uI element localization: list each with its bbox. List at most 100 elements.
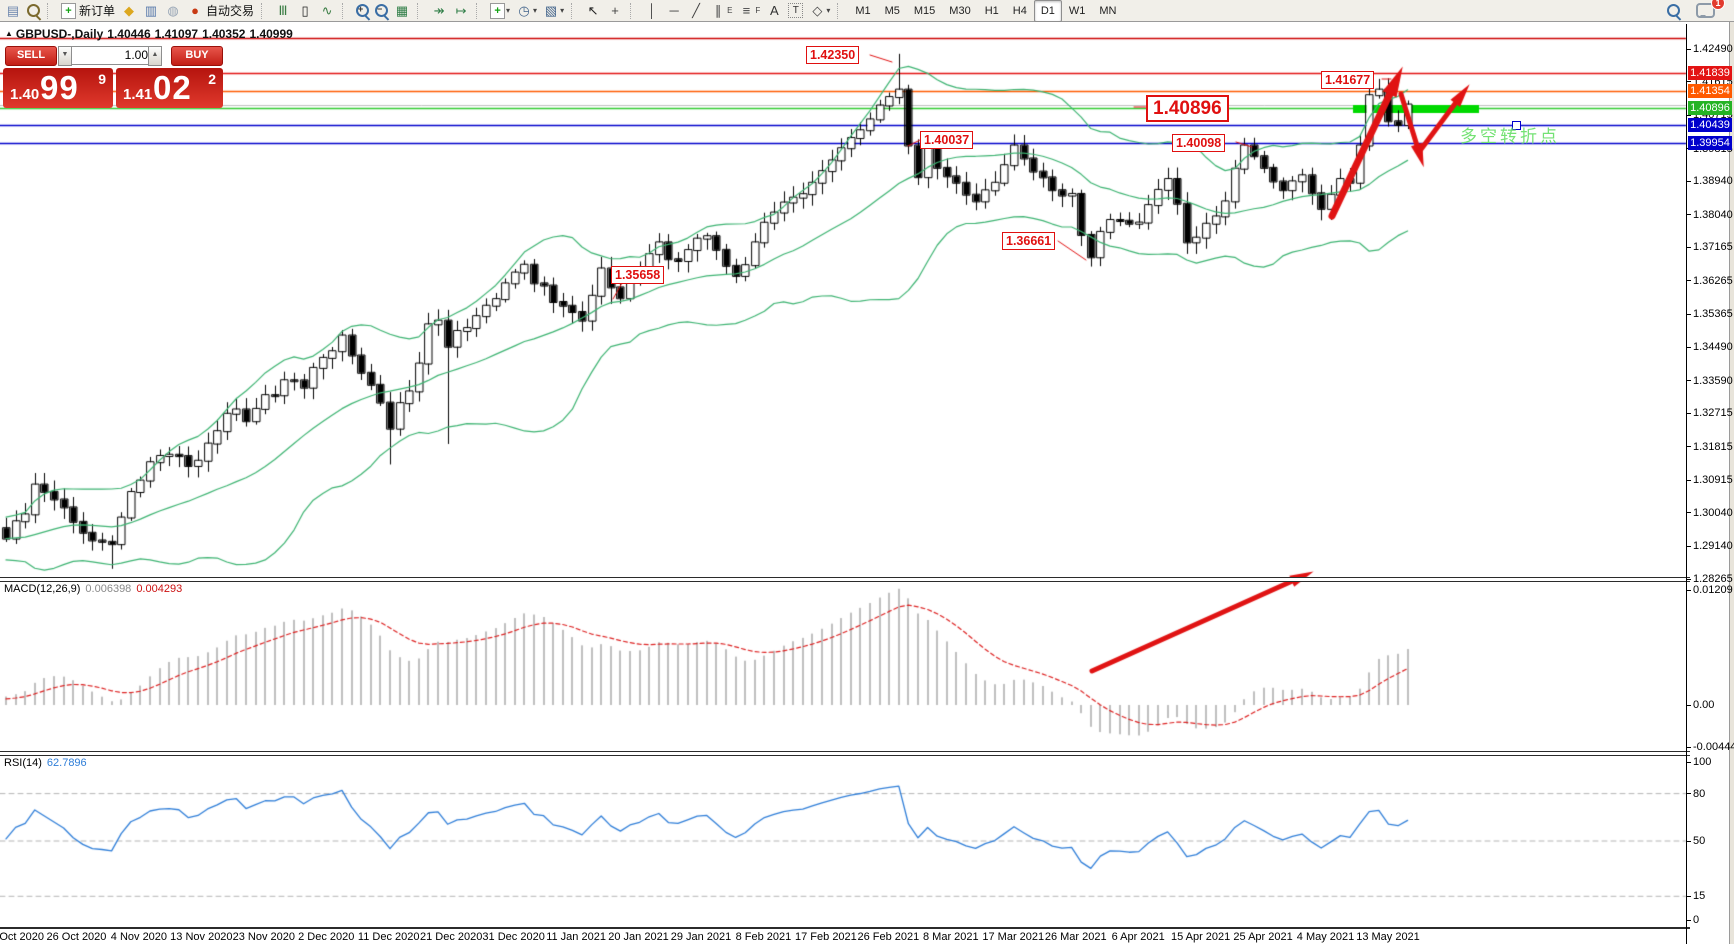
price-label-annotation[interactable]: 1.41677 — [1321, 71, 1375, 89]
chart-shift-icon: ↦ — [455, 2, 467, 18]
templates-button[interactable]: ▧ ▾ — [540, 1, 567, 21]
market-watch-button[interactable]: ▥ — [140, 1, 162, 21]
price-label-annotation[interactable]: 1.40896 — [1146, 95, 1229, 122]
pane-separator-macd[interactable] — [0, 577, 1690, 582]
turning-point-annotation[interactable]: 多空转折点 — [1460, 127, 1560, 146]
bar-chart-button[interactable]: Ⅲ — [272, 1, 294, 21]
auto-scroll-icon: ↠ — [433, 2, 445, 18]
ohlc-low: 1.40352 — [202, 27, 246, 41]
autotrading-label: 自动交易 — [206, 4, 255, 18]
autotrading-button[interactable]: ● 自动交易 — [184, 1, 257, 21]
price-tick-label: 1.42490 — [1693, 43, 1733, 55]
fibonacci-button[interactable]: ≡ F — [735, 1, 763, 21]
chart-shift-button[interactable]: ↦ — [450, 1, 472, 21]
volume-field[interactable]: 1.00 — [71, 46, 153, 65]
line-chart-button[interactable]: ∿ — [316, 1, 338, 21]
timeframe-H1[interactable]: H1 — [984, 4, 999, 17]
vertical-line-button[interactable]: │ — [641, 1, 663, 21]
volume-up-button[interactable]: ▲ — [148, 46, 162, 66]
text-label-button[interactable]: T — [785, 1, 806, 21]
macd-tick-mark — [1686, 704, 1691, 706]
date-tick-label: 21 Dec 2020 — [419, 931, 483, 943]
new-order-icon: + — [61, 2, 76, 19]
rsi-tick-mark — [1686, 793, 1691, 795]
rsi-tick-label: 80 — [1693, 787, 1706, 800]
pane-separator-rsi[interactable] — [0, 751, 1690, 756]
timeframe-M15[interactable]: M15 — [913, 4, 936, 17]
sell-button[interactable]: SELL — [5, 46, 57, 66]
price-axis-line — [1686, 24, 1687, 944]
search-icon — [1667, 4, 1680, 17]
fibonacci-icon: ≡ — [742, 2, 751, 18]
zoom-out-button[interactable]: − — [372, 1, 391, 21]
price-tick-label: 1.28265 — [1693, 573, 1733, 586]
templates-dropdown-icon[interactable]: ▾ — [560, 6, 565, 15]
alerts-button[interactable]: ◆ — [118, 1, 140, 21]
candlestick-chart-button[interactable]: ▯ — [294, 1, 316, 21]
price-label-annotation[interactable]: 1.35658 — [611, 266, 665, 284]
volume-down-button[interactable]: ▼ — [58, 46, 72, 66]
profiles-button[interactable] — [24, 1, 43, 21]
crosshair-button[interactable]: + — [604, 1, 626, 21]
macd-tick-mark — [1686, 746, 1691, 748]
timeframe-W1[interactable]: W1 — [1068, 4, 1086, 17]
tile-windows-button[interactable]: ▦ — [391, 1, 413, 21]
auto-scroll-button[interactable]: ↠ — [428, 1, 450, 21]
price-tick-mark — [1686, 380, 1691, 382]
toolbar-separator — [630, 2, 638, 19]
text-button[interactable]: A — [763, 1, 785, 21]
toolbar-separator — [342, 2, 350, 19]
timeframe-M1[interactable]: M1 — [855, 4, 871, 17]
equidistant-channel-sub-label: E — [727, 6, 733, 15]
candlestick-chart-icon: ▯ — [301, 2, 309, 18]
rsi-tick-label: 100 — [1693, 756, 1712, 768]
sell-price-panel[interactable]: 1.40 99 9 — [3, 68, 113, 108]
cursor-button[interactable]: ↖ — [582, 1, 604, 21]
price-label-annotation[interactable]: 1.40037 — [920, 131, 974, 149]
price-tick-label: 1.31815 — [1693, 440, 1733, 453]
timeframe-M5[interactable]: M5 — [884, 4, 900, 17]
macd-value-signal: 0.004293 — [136, 583, 183, 595]
date-tick-label: 4 May 2021 — [1296, 931, 1355, 943]
price-tick-label: 1.33590 — [1693, 374, 1733, 387]
hline-drag-handle[interactable] — [1512, 121, 1521, 131]
zoom-in-button[interactable]: + — [353, 1, 372, 21]
periods-button[interactable]: ◷ ▾ — [513, 1, 540, 21]
price-label-annotation[interactable]: 1.42350 — [806, 46, 860, 64]
timeframe-MN[interactable]: MN — [1099, 4, 1117, 17]
signals-button[interactable]: ◍ — [162, 1, 184, 21]
price-label-annotation[interactable]: 1.40098 — [1172, 134, 1226, 152]
shapes-button[interactable]: ◇ ▾ — [806, 1, 833, 21]
tile-windows-icon: ▦ — [395, 2, 409, 18]
buy-price-head: 1.41 — [123, 86, 153, 103]
shapes-dropdown-icon[interactable]: ▾ — [826, 6, 831, 15]
macd-name: MACD(12,26,9) — [4, 583, 81, 595]
chart-window-button[interactable]: ▤ — [2, 1, 24, 21]
window-right-edge — [1729, 22, 1734, 944]
one-click-trading-panel: SELL ▼ 1.00 ▲ BUY 1.40 99 9 1.41 02 2 — [3, 46, 223, 109]
indicators-button[interactable]: + ▾ — [487, 1, 513, 21]
macd-tick-label: -0.004446 — [1693, 741, 1734, 754]
timeframe-H4[interactable]: H4 — [1012, 4, 1027, 17]
trendline-button[interactable]: ╱ — [685, 1, 707, 21]
new-order-button[interactable]: + 新订单 — [58, 1, 118, 21]
timeframe-M30[interactable]: M30 — [949, 4, 971, 17]
date-tick-label: 23 Nov 2020 — [232, 931, 296, 943]
price-tick-label: 1.38940 — [1693, 175, 1733, 188]
search-button[interactable] — [1664, 1, 1683, 21]
rsi-label: RSI(14) 62.7896 — [4, 757, 87, 769]
equidistant-channel-button[interactable]: ∥ E — [707, 1, 735, 21]
chat-button[interactable]: 1 — [1693, 0, 1725, 21]
buy-price-panel[interactable]: 1.41 02 2 — [116, 68, 223, 108]
indicators-dropdown-icon[interactable]: ▾ — [506, 6, 511, 15]
macd-tick-label: 0.01209 — [1693, 584, 1733, 597]
date-tick-label: 17 Mar 2021 — [982, 931, 1045, 943]
buy-button[interactable]: BUY — [171, 46, 223, 66]
periods-dropdown-icon[interactable]: ▾ — [533, 6, 538, 15]
timeframe-D1[interactable]: D1 — [1033, 0, 1062, 22]
price-label-annotation[interactable]: 1.36661 — [1002, 232, 1056, 250]
horizontal-line-button[interactable]: ─ — [663, 1, 685, 21]
price-tick-mark — [1686, 81, 1691, 83]
